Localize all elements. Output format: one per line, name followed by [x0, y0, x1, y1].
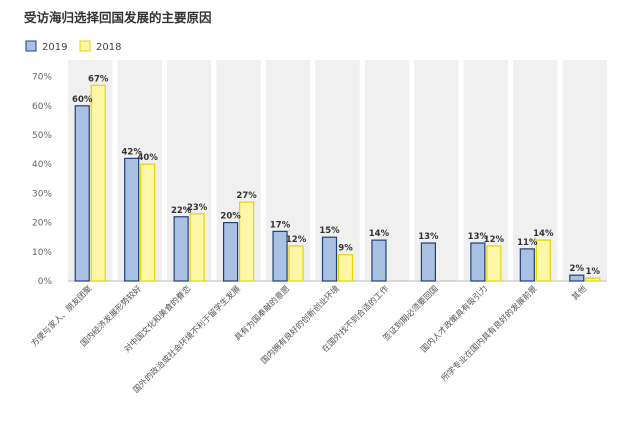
y-tick-label: 0% [38, 277, 53, 287]
data-label-2019: 42% [122, 147, 143, 157]
bar-2018 [288, 245, 304, 282]
bar-2019 [371, 239, 387, 282]
legend-label-2018: 2018 [96, 42, 121, 53]
data-label-2019: 20% [220, 212, 241, 222]
data-label-2018: 1% [586, 267, 601, 277]
bar-2019 [222, 222, 239, 282]
category-labels: 方便与家人、朋友团聚国内经济发展形势较好对中国文化和美食的眷恋国外的政治或社会环… [29, 283, 589, 394]
legend-label-2019: 2019 [42, 42, 67, 53]
data-labels: 60% 67% 42%40% 22%23% 20% 27% 17% 12% 15% 9% 14% 13… [72, 74, 600, 277]
data-label-2018: 23% [187, 203, 208, 213]
bar-2019 [470, 242, 486, 282]
category-label: 国外的政治或社会环境不利于留学生发展 [131, 283, 242, 394]
bar-2018 [189, 213, 205, 282]
category-label: 其他 [570, 283, 589, 302]
data-label-2019: 11% [517, 238, 538, 248]
y-tick-label: 50% [32, 131, 52, 141]
y-axis: 0% 10% 20% 30% 40% 50% 60% 70% [32, 73, 607, 287]
bar-2019 [173, 216, 189, 282]
data-label-2019: 60% [72, 95, 93, 105]
category-label: 所学专业在国内具有良好的发展前景 [439, 283, 539, 383]
legend-swatch-2019 [25, 40, 37, 52]
legend: 2019 2018 [25, 40, 121, 53]
bar-2019 [420, 242, 437, 282]
data-label-2018: 12% [484, 235, 505, 245]
data-label-2018: 12% [286, 235, 307, 245]
data-label-2018: 27% [236, 191, 257, 201]
y-tick-label: 60% [32, 102, 52, 112]
category-panels [68, 60, 607, 281]
y-tick-label: 30% [32, 189, 52, 199]
bar-2018 [337, 254, 354, 282]
bar-2019 [321, 236, 338, 282]
bar-2019 [124, 157, 140, 282]
bar-2018 [585, 277, 601, 282]
bar-2019 [569, 274, 585, 282]
y-tick-label: 10% [32, 248, 52, 258]
data-label-2018: 14% [533, 229, 554, 239]
category-panel [562, 60, 607, 281]
data-label-2018: 40% [138, 153, 159, 163]
y-tick-label: 20% [32, 219, 52, 229]
bar-2019 [74, 105, 90, 282]
bar-2018 [486, 245, 502, 282]
bar-2018 [140, 163, 156, 282]
bar-2019 [272, 230, 288, 282]
data-label-2018: 9% [338, 244, 353, 254]
bar-2018 [90, 84, 106, 282]
bar-2018 [238, 201, 255, 282]
data-label-2019: 22% [171, 206, 192, 216]
data-label-2019: 2% [570, 264, 585, 274]
y-tick-label: 70% [32, 73, 52, 83]
data-label-2019: 13% [468, 232, 489, 242]
bars [74, 84, 601, 282]
data-label-2019: 13% [418, 232, 439, 242]
data-label-2019: 14% [369, 229, 390, 239]
data-label-2019: 15% [319, 226, 340, 236]
y-tick-label: 40% [32, 160, 52, 170]
data-label-2019: 17% [270, 220, 291, 230]
legend-swatch-2018 [79, 40, 91, 52]
bar-2018 [535, 239, 551, 282]
chart-title: 受访海归选择回国发展的主要原因 [24, 10, 212, 25]
bar-2019 [519, 248, 535, 282]
data-label-2018: 67% [88, 74, 109, 84]
